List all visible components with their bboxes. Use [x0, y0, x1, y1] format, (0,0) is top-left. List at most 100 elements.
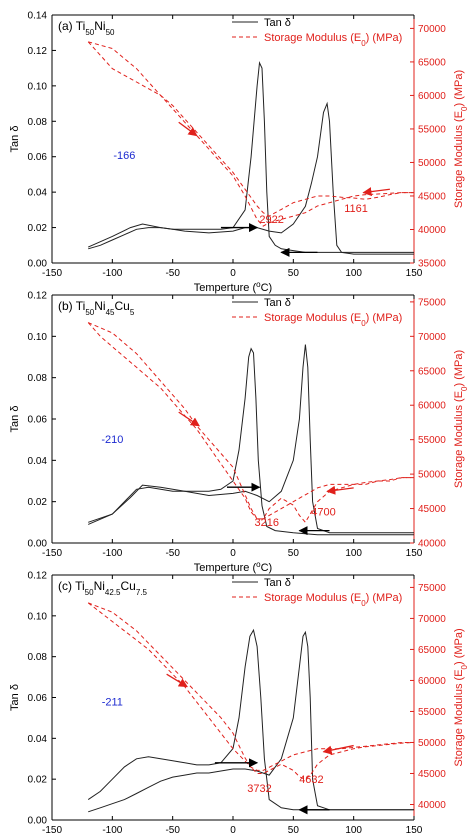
x-tick-label: -150 — [42, 268, 62, 279]
x-tick-label: 50 — [288, 548, 300, 559]
y2-axis-label: Storage Modulus (E0) (MPa) — [453, 628, 469, 766]
y2-tick-label: 65000 — [418, 366, 446, 377]
x-tick-label: -150 — [42, 825, 62, 835]
x-tick-label: 150 — [406, 268, 423, 279]
annotation-label: 3216 — [255, 517, 279, 529]
y-tick-label: 0.10 — [28, 332, 48, 343]
y2-tick-label: 50000 — [418, 470, 446, 481]
y2-tick-label: 40000 — [418, 800, 446, 811]
y-axis-label: Tan δ — [9, 126, 21, 153]
y-tick-label: 0.08 — [28, 117, 48, 128]
legend-label-storage: Storage Modulus (E0) (MPa) — [264, 32, 402, 48]
panel-title: (a) Ti50Ni50 — [58, 19, 115, 37]
storage-modulus-line — [88, 322, 414, 524]
y-tick-label: 0.12 — [28, 46, 48, 57]
annotation-label: -210 — [101, 434, 123, 446]
y-axis-label: Tan δ — [9, 406, 21, 433]
y-tick-label: 0.00 — [28, 816, 48, 827]
x-tick-label: -150 — [42, 548, 62, 559]
red-arrow — [326, 485, 354, 495]
tan-delta-line — [88, 344, 414, 534]
storage-modulus-line — [87, 322, 414, 520]
y2-tick-label: 55000 — [418, 124, 446, 135]
panel-title: (c) Ti50Ni42.5Cu7.5 — [58, 579, 148, 597]
legend-label-tan: Tan δ — [264, 17, 291, 29]
y-tick-label: 0.08 — [28, 373, 48, 384]
x-tick-label: 50 — [288, 825, 300, 835]
y2-tick-label: 45000 — [418, 504, 446, 515]
y-tick-label: 0.14 — [28, 11, 48, 22]
y2-tick-label: 45000 — [418, 769, 446, 780]
y-tick-label: 0.04 — [28, 456, 48, 467]
red-arrow — [322, 744, 354, 755]
x-tick-label: -50 — [165, 548, 180, 559]
panel-title: (b) Ti50Ni45Cu5 — [58, 299, 135, 317]
annotation-label: 4700 — [311, 506, 335, 518]
storage-modulus-line — [88, 602, 415, 781]
y-tick-label: 0.02 — [28, 497, 48, 508]
tan-delta-line — [88, 347, 414, 536]
annotation-label: 2922 — [259, 214, 283, 226]
red-arrow — [166, 673, 188, 688]
tan-delta-line — [87, 628, 414, 811]
y-tick-label: 0.12 — [28, 291, 48, 302]
x-axis-label: Temperture (oC) — [194, 560, 272, 575]
y2-tick-label: 55000 — [418, 707, 446, 718]
x-tick-label: 100 — [345, 825, 362, 835]
y-tick-label: 0.08 — [28, 652, 48, 663]
storage-modulus-line — [87, 602, 414, 771]
red-arrow — [178, 411, 200, 427]
red-arrow — [362, 187, 390, 197]
y-tick-label: 0.00 — [28, 259, 48, 270]
annotation-label: -211 — [102, 696, 123, 708]
y2-tick-label: 70000 — [418, 332, 446, 343]
y2-tick-label: 45000 — [418, 191, 446, 202]
chart-panel-b: -150 -100 -50 0 50 100 150 0.00 0.02 0.04 0.06 0.08… — [9, 291, 469, 575]
y-tick-label: 0.06 — [28, 415, 48, 426]
tan-delta-line — [88, 630, 414, 813]
y2-tick-label: 75000 — [418, 297, 446, 308]
y-tick-label: 0.06 — [28, 693, 48, 704]
y2-tick-label: 70000 — [418, 24, 446, 35]
y-tick-label: 0.10 — [28, 81, 48, 92]
x-tick-label: 150 — [406, 825, 423, 835]
y-tick-label: 0.04 — [28, 188, 48, 199]
y2-tick-label: 55000 — [418, 435, 446, 446]
x-tick-label: -50 — [165, 825, 180, 835]
y-tick-label: 0.02 — [28, 223, 48, 234]
x-axis-label: Temperture (oC) — [194, 280, 272, 295]
y-tick-label: 0.12 — [28, 571, 48, 582]
y2-axis-label: Storage Modulus (E0) (MPa) — [453, 350, 469, 488]
tan-delta-line — [88, 60, 414, 253]
x-tick-label: 100 — [345, 548, 362, 559]
tan-delta-line — [87, 101, 414, 255]
x-tick-label: 100 — [345, 268, 362, 279]
x-tick-label: -50 — [165, 268, 180, 279]
y2-tick-label: 70000 — [418, 614, 446, 625]
x-tick-label: 150 — [406, 548, 423, 559]
y2-tick-label: 60000 — [418, 91, 446, 102]
y2-tick-label: 50000 — [418, 738, 446, 749]
y-tick-label: 0.02 — [28, 775, 48, 786]
y-tick-label: 0.00 — [28, 539, 48, 550]
annotation-label: 4632 — [299, 774, 323, 786]
red-arrow — [178, 121, 198, 137]
y2-tick-label: 65000 — [418, 645, 446, 656]
legend-label-storage: Storage Modulus (E0) (MPa) — [264, 312, 402, 328]
chart-panel-c: -150 -100 -50 0 50 100 150 0.00 0.02 0.04 0.06 0.08… — [9, 571, 469, 835]
y-tick-label: 0.04 — [28, 734, 48, 745]
annotation-label: -166 — [113, 150, 135, 162]
y2-tick-label: 60000 — [418, 676, 446, 687]
y2-tick-label: 40000 — [418, 539, 446, 550]
legend-label-tan: Tan δ — [264, 297, 291, 309]
x-tick-label: 0 — [230, 548, 236, 559]
x-tick-label: 0 — [230, 268, 236, 279]
annotation-label: 1161 — [344, 203, 368, 215]
storage-modulus-line — [88, 41, 414, 227]
y2-tick-label: 50000 — [418, 158, 446, 169]
x-tick-label: -100 — [102, 825, 122, 835]
y-axis-label: Tan δ — [9, 684, 21, 711]
chart-panel-a: -150 -100 -50 0 50 100 150 0.00 0.02 0.04 0.06 0.08… — [9, 11, 469, 295]
x-tick-label: -100 — [102, 548, 122, 559]
